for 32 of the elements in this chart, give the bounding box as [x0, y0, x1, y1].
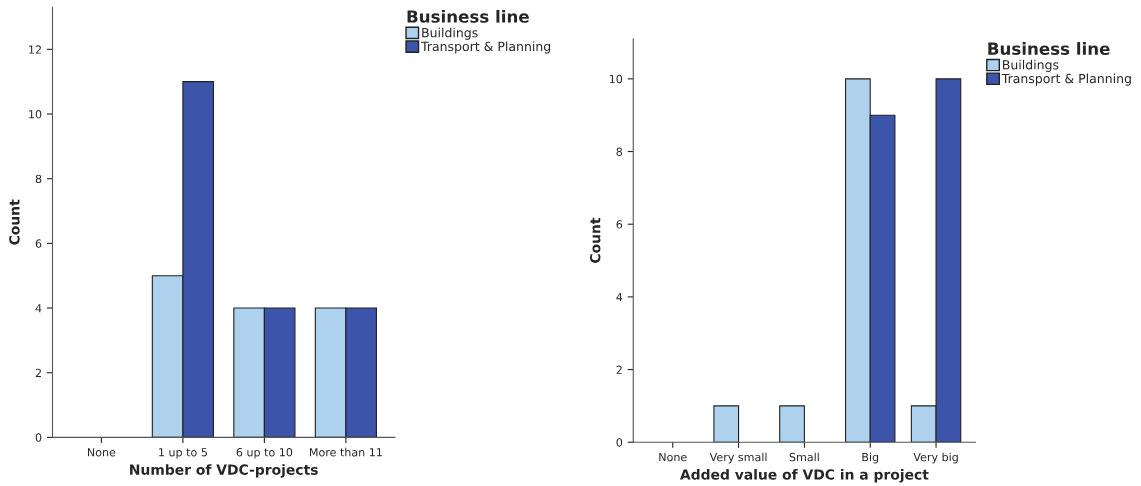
y-tick-label: 4	[616, 293, 623, 302]
x-axis-title: Number of VDC-projects	[130, 464, 318, 478]
legend-title: Business line	[988, 42, 1110, 55]
legend-label: Transport & Planning	[1001, 73, 1131, 86]
x-tick-label: 6 up to 10	[236, 448, 293, 459]
y-tick-label: 4	[35, 304, 42, 313]
legend-label: Transport & Planning	[421, 41, 551, 54]
y-tick-label: 2	[616, 365, 622, 374]
y-tick-label: 8	[35, 174, 42, 184]
x-tick-label: None	[87, 448, 116, 457]
y-tick-label: 0	[616, 438, 623, 447]
y-tick-label: 10	[29, 109, 42, 119]
y-axis-title: Count	[589, 217, 601, 263]
legend-title: Business line	[407, 9, 529, 23]
x-tick-label: 1 up to 5	[159, 448, 207, 459]
x-tick-label: Very small	[709, 452, 767, 464]
x-axis-title: Added value of VDC in a project	[679, 468, 929, 483]
legend-label: Buildings	[1003, 59, 1059, 72]
x-tick-label: Small	[789, 452, 819, 462]
x-tick-label: Big	[862, 452, 879, 464]
legend-label: Buildings	[422, 27, 478, 40]
y-axis-title: Count	[9, 199, 20, 245]
y-tick-label: 2	[35, 368, 41, 377]
x-tick-label: Very big	[913, 452, 958, 464]
y-tick-label: 10	[609, 74, 623, 84]
x-tick-label: None	[659, 453, 687, 462]
y-tick-label: 6	[616, 220, 623, 229]
y-tick-label: 12	[29, 45, 41, 54]
y-tick-label: 6	[35, 239, 42, 248]
x-tick-label: More than 11	[309, 447, 382, 457]
y-tick-label: 8	[616, 147, 623, 156]
y-tick-label: 0	[35, 433, 42, 442]
